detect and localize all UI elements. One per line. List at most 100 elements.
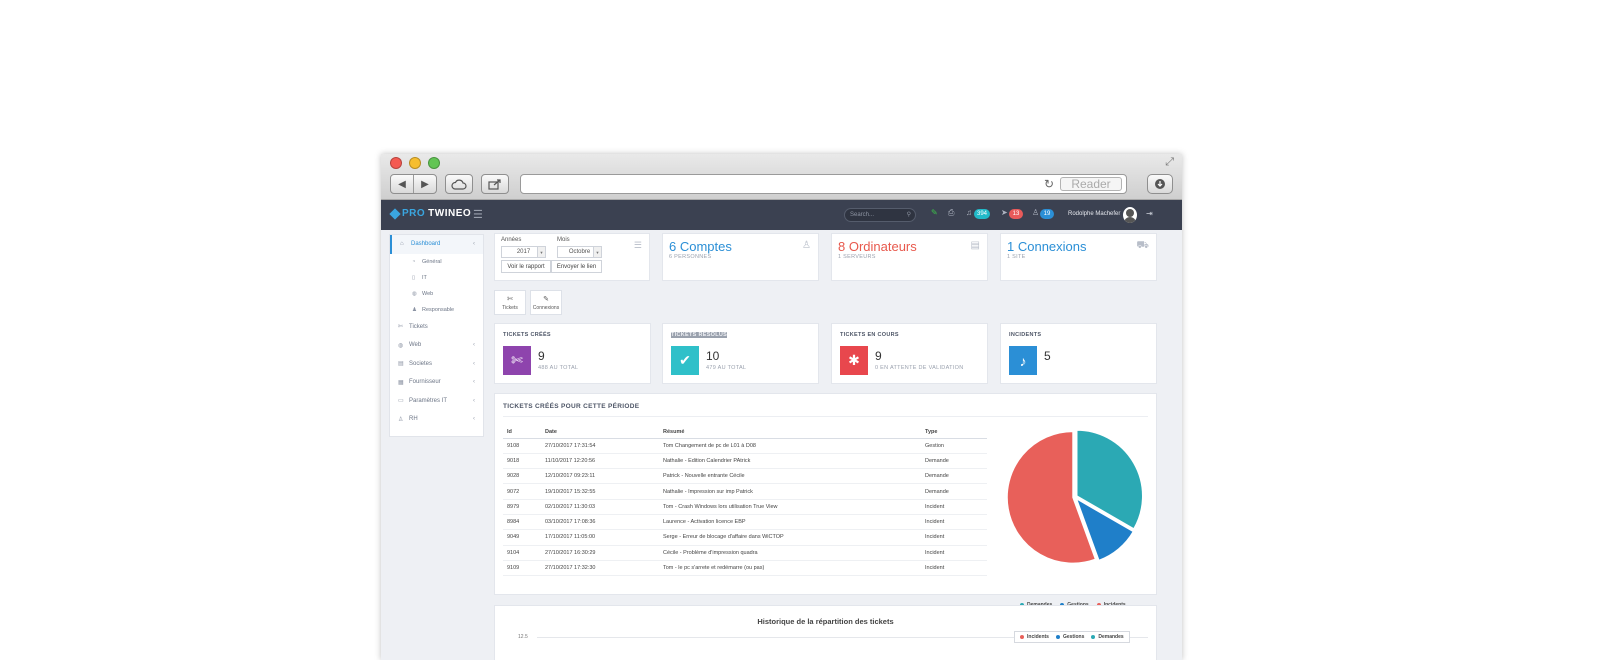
globe-icon: ◍ <box>398 342 404 349</box>
cell-date: 03/10/2017 17:08:36 <box>541 514 659 531</box>
legend-item-incidents[interactable]: Incidents <box>1020 634 1049 640</box>
browser-window: ⤢ ◀ ▶ ↻ Reader PRO TWINEO ☰ Search... ⚲ ✎ <box>381 154 1182 660</box>
printer-icon[interactable]: ⎙ <box>948 208 955 217</box>
hamburger-menu-icon[interactable]: ☰ <box>473 209 483 221</box>
cell-resume: Tom - le pc s'arrete et redémarre (ou pa… <box>659 560 921 577</box>
pie-slice-demandes[interactable] <box>1075 429 1144 531</box>
table-row[interactable]: 9049 17/10/2017 11:05:00 Serge - Erreur de… <box>503 529 987 546</box>
reader-button[interactable]: Reader <box>1060 177 1122 191</box>
column-header-id[interactable]: Id <box>503 426 541 439</box>
comptes-title: 6 Comptes <box>669 239 732 254</box>
zoom-window-button[interactable] <box>428 157 440 169</box>
sidebar-item-web[interactable]: ◍ Web ‹ <box>390 336 483 355</box>
cell-id: 9018 <box>503 453 541 470</box>
sidebar-item-dashboard[interactable]: ⌂ Dashboard ‹ <box>390 235 483 254</box>
cloud-button[interactable] <box>445 174 473 194</box>
downloads-button[interactable] <box>1147 174 1173 194</box>
table-row[interactable]: 9072 19/10/2017 15:32:55 Nathalie - Impres… <box>503 483 987 500</box>
forward-button[interactable]: ▶ <box>413 175 436 193</box>
user-icon[interactable]: ♙ <box>1032 208 1040 217</box>
chevron-left-icon: ‹ <box>473 379 475 386</box>
sidebar-item-label: Tickets <box>409 323 428 330</box>
ordinateurs-title: 8 Ordinateurs <box>838 239 917 254</box>
mois-select[interactable]: Octobre ▼ <box>557 246 602 258</box>
cell-date: 12/10/2017 09:23:11 <box>541 468 659 485</box>
bell-icon[interactable]: ♫ <box>966 208 972 217</box>
sidebar-subitem-general[interactable]: ◔ Général <box>390 254 483 270</box>
table-row[interactable]: 9108 27/10/2017 17:31:54 Tom Changement de… <box>503 438 987 454</box>
table-row[interactable]: 9109 27/10/2017 17:32:30 Tom - le pc s'arr… <box>503 560 987 577</box>
user-name[interactable]: Rodolphe Machefer <box>1068 211 1121 217</box>
column-header-resume[interactable]: Résumé <box>659 426 921 439</box>
address-bar[interactable]: ↻ Reader <box>520 174 1127 194</box>
envoyer-lien-button[interactable]: Envoyer le lien <box>551 260 602 273</box>
cell-type: Incident <box>921 560 987 577</box>
reload-icon[interactable]: ↻ <box>1043 177 1054 191</box>
mois-value: Octobre <box>568 249 591 255</box>
column-header-type[interactable]: Type <box>921 426 987 439</box>
legend-item-demandes[interactable]: Demandes <box>1091 634 1124 640</box>
app-logo[interactable]: PRO TWINEO <box>389 207 471 220</box>
table-row[interactable]: 9028 12/10/2017 09:23:11 Patrick - Nouvell… <box>503 468 987 485</box>
sidebar-item-rh[interactable]: ♙ RH ‹ <box>390 410 483 429</box>
sidebar-subitem-it[interactable]: ▯ IT <box>390 270 483 286</box>
mois-label: Mois <box>557 237 570 243</box>
cell-id: 9028 <box>503 468 541 485</box>
sidebar-subitem-web[interactable]: ◍ Web <box>390 286 483 302</box>
incidents-panel: INCIDENTS ♪ 5 <box>1000 323 1157 384</box>
share-button[interactable] <box>481 174 509 194</box>
sidebar-item-tickets[interactable]: ✄ Tickets <box>390 318 483 337</box>
legend-label: Demandes <box>1098 634 1124 640</box>
logout-icon[interactable]: ⇥ <box>1146 209 1153 218</box>
kpi-sub: 0 EN ATTENTE DE VALIDATION <box>875 365 964 371</box>
close-window-button[interactable] <box>390 157 402 169</box>
voir-rapport-button[interactable]: Voir le rapport <box>501 260 551 273</box>
search-input[interactable]: Search... ⚲ <box>844 208 916 222</box>
shortcut-label: Tickets <box>502 304 518 311</box>
historique-panel: Historique de la répartition des tickets… <box>494 605 1157 660</box>
users-badge[interactable]: 19 <box>1040 209 1054 219</box>
table-row[interactable]: 9018 11/10/2017 12:20:56 Nathalie - Editio… <box>503 453 987 470</box>
kpi-title: INCIDENTS <box>1009 332 1042 338</box>
connexions-shortcut-button[interactable]: ✎ Connexions <box>530 290 562 315</box>
chevron-left-icon: ‹ <box>473 416 475 423</box>
ticket-icon: ✄ <box>507 295 513 303</box>
column-header-date[interactable]: Date <box>541 426 659 439</box>
plug-icon: ✎ <box>543 295 549 303</box>
sidebar-item-fournisseur[interactable]: ▦ Fournisseur ‹ <box>390 373 483 392</box>
cell-resume: Tom - Crash Windows lors utilisation Tru… <box>659 499 921 515</box>
history-nav: ◀ ▶ <box>390 174 437 194</box>
cell-type: Incident <box>921 529 987 546</box>
y-tick-label: 12.5 <box>518 634 528 640</box>
sidebar-subitem-responsable[interactable]: ♟ Responsable <box>390 302 483 318</box>
shortcut-label: Connexions <box>532 304 560 311</box>
table-row[interactable]: 8979 02/10/2017 11:30:03 Tom - Crash Windo… <box>503 499 987 515</box>
back-button[interactable]: ◀ <box>398 178 406 190</box>
browser-toolbar: ⤢ ◀ ▶ ↻ Reader <box>381 154 1182 200</box>
minimize-window-button[interactable] <box>409 157 421 169</box>
plug-icon[interactable]: ✎ <box>931 208 938 217</box>
table-icon: ▦ <box>398 379 404 386</box>
cell-date: 27/10/2017 16:30:29 <box>541 545 659 561</box>
avatar[interactable] <box>1123 207 1137 223</box>
table-row[interactable]: 8984 03/10/2017 17:08:36 Laurence - Activa… <box>503 514 987 531</box>
annees-select[interactable]: 2017 ▼ <box>501 246 546 258</box>
pie-slice-incidents[interactable] <box>1006 430 1097 565</box>
tickets-shortcut-button[interactable]: ✄ Tickets <box>494 290 526 315</box>
notifications-badge[interactable]: 394 <box>974 209 991 219</box>
search-icon[interactable]: ⚲ <box>906 212 911 218</box>
fullscreen-icon[interactable]: ⤢ <box>1165 156 1174 168</box>
messages-badge[interactable]: 13 <box>1009 209 1023 219</box>
panel-title: TICKETS CRÉÉS POUR CETTE PÉRIODE <box>503 403 640 410</box>
bell-icon: ♪ <box>1009 346 1037 375</box>
cell-id: 9108 <box>503 438 541 454</box>
pie-slice-gestions[interactable] <box>1074 496 1135 562</box>
send-icon[interactable]: ➤ <box>1001 208 1008 217</box>
table-row[interactable]: 9104 27/10/2017 16:30:29 Cécile - Problème… <box>503 545 987 561</box>
legend-dot <box>1091 635 1096 639</box>
chevron-left-icon: ‹ <box>473 397 475 404</box>
sidebar-item-parametres-it[interactable]: ▭ Paramètres IT ‹ <box>390 392 483 411</box>
legend-item-gestions[interactable]: Gestions <box>1055 634 1084 640</box>
cell-date: 19/10/2017 15:32:55 <box>541 483 659 500</box>
sidebar-item-societes[interactable]: ▤ Societes ‹ <box>390 355 483 374</box>
